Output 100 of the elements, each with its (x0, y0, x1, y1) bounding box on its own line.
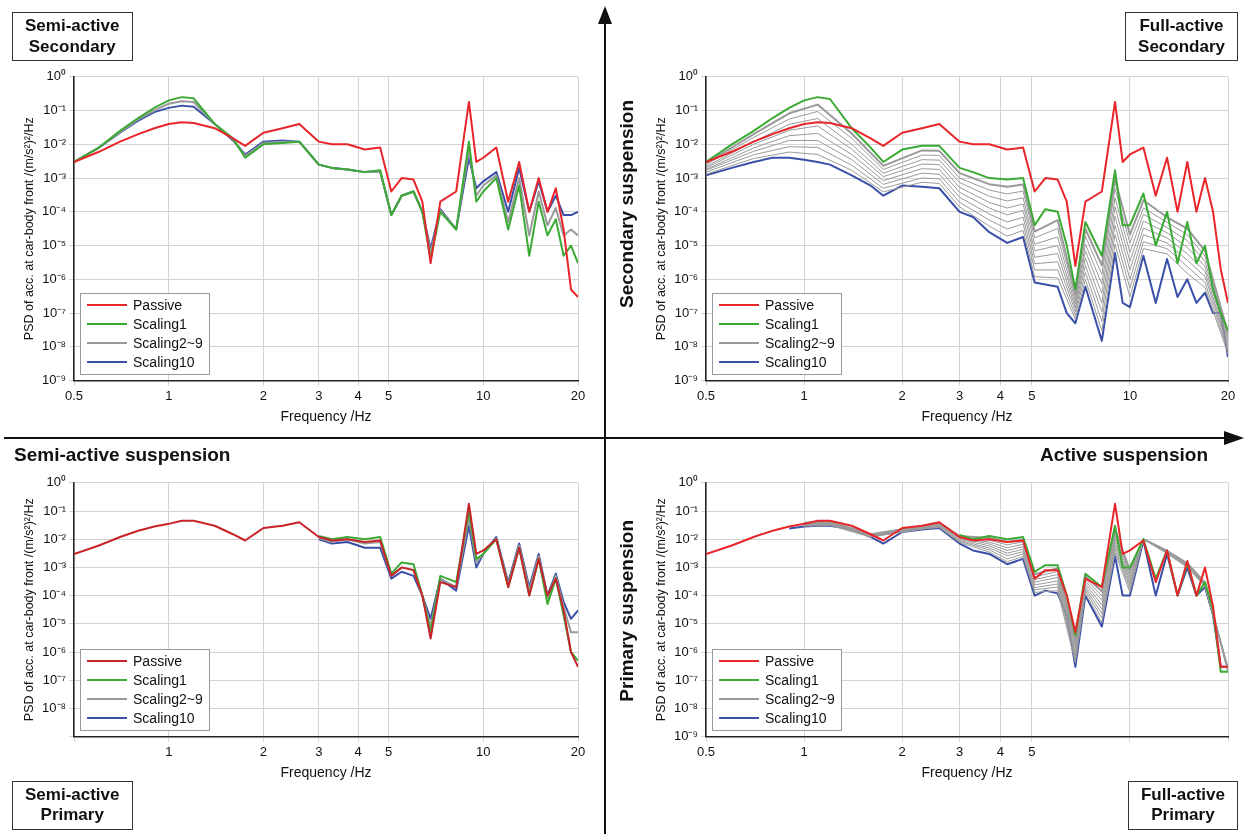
y-tick-label: 10⁻⁵ (42, 615, 67, 631)
y-tick-label: 10⁰ (678, 68, 699, 84)
y-tick-label: 10⁻⁴ (42, 203, 67, 219)
x-tick-label: 4 (354, 387, 362, 403)
y-tick-label: 10⁻⁸ (674, 699, 699, 715)
x-axis-title: Frequency /Hz (280, 408, 372, 425)
y-tick-label: 10⁻⁴ (674, 203, 699, 219)
x-tick-label: 2 (259, 387, 268, 403)
legend-label: Scaling2~9 (765, 691, 835, 708)
x-tick-label: 0.5 (697, 743, 716, 759)
text: Secondary suspension (616, 100, 638, 309)
y-tick-label: 10⁻¹ (43, 102, 67, 118)
y-tick-label: 10⁰ (46, 474, 67, 490)
y-axis-title: PSD of acc. at car-body front /(m/s²)²/Hz (21, 498, 36, 722)
y-tick-label: 10⁻¹ (675, 502, 699, 518)
x-tick-label: 2 (898, 743, 906, 759)
y-tick-label: 10⁻⁹ (42, 372, 67, 388)
x-tick-label: 10 (1122, 387, 1138, 403)
x-tick-label: 1 (165, 743, 173, 759)
y-tick-label: 10⁻² (43, 530, 67, 546)
y-tick-label: 10⁻³ (43, 558, 67, 574)
text: Semi-active Primary (12, 780, 133, 830)
y-tick-label: 10⁻⁷ (42, 671, 67, 687)
y-tick-label: 10⁻² (675, 135, 699, 151)
y-tick-label: 10⁻⁵ (42, 237, 67, 253)
legend-label: Scaling2~9 (765, 335, 835, 352)
y-tick-label: 10⁻⁶ (674, 270, 699, 286)
x-tick-label: 1 (800, 743, 808, 759)
legend-label: Scaling1 (133, 316, 187, 333)
y-tick-label: 10⁰ (46, 68, 67, 84)
x-tick-label: 3 (315, 743, 323, 759)
legend-label: Passive (765, 297, 815, 314)
y-tick-label: 10⁻⁷ (42, 304, 67, 320)
y-tick-label: 10⁻² (43, 135, 67, 151)
x-tick-label: 3 (955, 743, 964, 759)
y-tick-label: 10⁻⁶ (42, 643, 67, 659)
y-tick-label: 10⁻³ (675, 558, 699, 574)
x-tick-label: 5 (385, 387, 393, 403)
y-tick-label: 10⁻⁷ (674, 671, 699, 687)
y-tick-label: 10⁻¹ (675, 102, 699, 118)
x-tick-label: 20 (570, 387, 586, 403)
x-tick-label: 20 (570, 743, 586, 759)
x-tick-label: 0.5 (65, 387, 84, 403)
x-tick-label: 5 (1028, 387, 1036, 403)
text: Primary suspension (616, 520, 638, 702)
y-tick-label: 10⁻⁸ (42, 699, 67, 715)
x-tick-label: 3 (315, 387, 323, 403)
y-tick-label: 10⁻⁹ (674, 372, 699, 388)
legend-label: Passive (765, 653, 815, 670)
y-tick-label: 10⁻⁸ (674, 338, 699, 354)
y-tick-label: 10⁻³ (675, 169, 699, 185)
x-tick-label: 4 (996, 743, 1004, 759)
legend-label: Scaling1 (765, 316, 819, 333)
legend-label: Scaling10 (133, 354, 195, 371)
text: Semi-active suspension (14, 444, 231, 466)
y-tick-label: 10⁻⁶ (42, 270, 67, 286)
legend-label: Scaling2~9 (133, 335, 203, 352)
x-tick-label: 10 (476, 743, 491, 759)
y-tick-label: 10⁻¹ (43, 502, 67, 518)
x-tick-label: 4 (354, 743, 362, 759)
y-tick-label: 10⁻⁶ (674, 643, 699, 659)
y-tick-label: 10⁰ (678, 474, 699, 490)
x-axis-title: Frequency /Hz (921, 408, 1013, 425)
x-tick-label: 5 (1028, 743, 1036, 759)
legend-label: Scaling10 (765, 354, 827, 371)
x-tick-label: 10 (476, 387, 491, 403)
legend-label: Scaling1 (765, 672, 819, 689)
y-tick-label: 10⁻⁸ (42, 338, 67, 354)
y-axis-title: PSD of acc. at car-body front /(m/s²)²/Hz (653, 117, 668, 341)
legend-label: Scaling10 (133, 710, 195, 727)
x-tick-label: 2 (898, 387, 906, 403)
y-tick-label: 10⁻⁵ (674, 237, 699, 253)
y-tick-label: 10⁻⁹ (674, 728, 699, 744)
x-tick-label: 20 (1220, 387, 1236, 403)
y-tick-label: 10⁻³ (43, 169, 67, 185)
legend-label: Passive (133, 297, 183, 314)
chart-title: Full-active Secondary (1125, 12, 1238, 62)
y-tick-label: 10⁻⁷ (674, 304, 699, 320)
legend-label: Scaling10 (765, 710, 827, 727)
x-tick-label: 5 (385, 743, 393, 759)
chart-title: Semi-active Secondary (12, 12, 133, 62)
y-axis-title: PSD of acc. at car-body front /(m/s²)²/Hz (653, 498, 668, 722)
x-tick-label: 3 (955, 387, 964, 403)
legend-label: Scaling2~9 (133, 691, 203, 708)
y-tick-label: 10⁻⁵ (674, 615, 699, 631)
y-axis-title: PSD of acc. at car-body front /(m/s²)²/Hz (21, 117, 36, 341)
y-tick-label: 10⁻⁴ (674, 587, 699, 603)
x-tick-label: 4 (996, 387, 1004, 403)
x-axis-title: Frequency /Hz (280, 764, 372, 781)
x-axis-title: Frequency /Hz (921, 764, 1013, 781)
y-tick-label: 10⁻⁴ (42, 587, 67, 603)
legend-label: Passive (133, 653, 183, 670)
text: Full-active Primary (1127, 780, 1238, 830)
x-tick-label: 1 (165, 387, 173, 403)
x-tick-label: 2 (259, 743, 268, 759)
y-tick-label: 10⁻² (675, 530, 699, 546)
x-tick-label: 0.5 (697, 387, 716, 403)
legend-label: Scaling1 (133, 672, 187, 689)
x-tick-label: 1 (800, 387, 808, 403)
text: Active suspension (1040, 444, 1208, 466)
